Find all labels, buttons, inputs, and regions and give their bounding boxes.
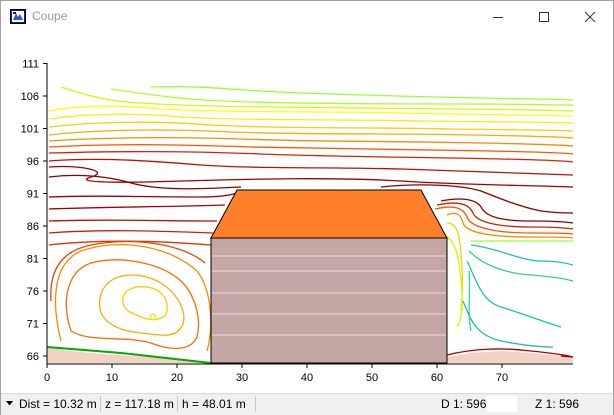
x-tick-label: 0 xyxy=(44,372,50,384)
y-tick-label: 111 xyxy=(22,59,39,71)
contour-line xyxy=(48,230,214,234)
maximize-icon xyxy=(539,11,549,22)
status-bar: Dist = 10.32 m z = 117.18 m h = 48.01 m … xyxy=(1,393,613,415)
contour-line xyxy=(446,212,573,239)
status-z-scale: Z 1: 596 xyxy=(535,397,580,411)
status-h: h = 48.01 m xyxy=(182,397,246,411)
contour-line xyxy=(468,250,573,282)
contour-line xyxy=(48,144,573,155)
y-tick-label: 71 xyxy=(27,319,39,331)
window-title: Coupe xyxy=(32,9,68,23)
close-button[interactable] xyxy=(567,1,613,32)
status-d-scale: D 1: 596 xyxy=(441,397,487,411)
contour-line xyxy=(48,129,573,139)
close-icon xyxy=(584,11,596,22)
x-tick-label: 60 xyxy=(431,372,443,384)
status-separator xyxy=(255,396,256,412)
y-tick-label: 101 xyxy=(21,124,39,136)
floor-lines xyxy=(212,255,446,336)
contour-line xyxy=(48,113,573,124)
y-tick-label: 106 xyxy=(21,91,39,103)
d-scale-field[interactable] xyxy=(487,396,517,412)
coupe-app-icon xyxy=(10,9,26,24)
ground-right xyxy=(447,351,573,363)
x-tick-label: 30 xyxy=(236,372,248,384)
maximize-button[interactable] xyxy=(521,1,567,32)
contour-line xyxy=(65,259,200,349)
x-tick-label: 50 xyxy=(366,372,378,384)
contour-line xyxy=(48,137,573,147)
section-plot-area[interactable]: 66 71 76 81 86 91 96 101 106 111 0 10 20 30 40 50 60 70 xyxy=(1,32,613,390)
status-z: z = 117.18 m xyxy=(105,397,174,411)
title-bar[interactable]: Coupe xyxy=(1,1,613,32)
y-tick-label: 91 xyxy=(27,189,39,201)
contour-line xyxy=(462,300,554,348)
contour-line xyxy=(470,244,573,266)
contour-line xyxy=(48,219,218,222)
contour-line xyxy=(48,105,573,117)
contour-line xyxy=(150,85,573,101)
contour-line xyxy=(48,158,573,176)
x-tick-label: 70 xyxy=(496,372,508,384)
x-tick-label: 40 xyxy=(301,372,313,384)
y-tick-label: 86 xyxy=(27,221,39,233)
contour-line xyxy=(560,355,573,358)
y-tick-label: 76 xyxy=(27,286,39,298)
x-tick-label: 10 xyxy=(106,372,118,384)
contour-line xyxy=(48,121,573,132)
section-chart[interactable]: 66 71 76 81 86 91 96 101 106 111 0 10 20 30 40 50 60 70 xyxy=(1,32,613,390)
status-dist: Dist = 10.32 m xyxy=(19,397,97,411)
contour-line xyxy=(48,204,226,210)
contour-line xyxy=(48,192,238,198)
x-tick-label: 20 xyxy=(171,372,183,384)
minimize-icon xyxy=(493,16,503,18)
contour-line xyxy=(60,86,573,112)
y-tick-label: 66 xyxy=(27,351,39,363)
contour-line xyxy=(50,240,206,302)
contour-line xyxy=(446,236,463,328)
contour-line xyxy=(149,313,157,321)
minimize-button[interactable] xyxy=(475,1,521,32)
contour-line xyxy=(468,270,472,332)
dropdown-arrow-icon[interactable] xyxy=(6,401,13,406)
contour-line xyxy=(122,285,168,321)
y-tick-label: 96 xyxy=(27,156,39,168)
contour-line xyxy=(110,88,573,106)
contour-line xyxy=(446,348,573,358)
contour-line xyxy=(434,206,573,235)
contour-line xyxy=(48,150,573,163)
building-wall xyxy=(210,237,448,364)
building-section[interactable] xyxy=(210,189,448,364)
contour-line xyxy=(54,243,212,352)
building-roof xyxy=(210,189,448,239)
contour-line xyxy=(466,260,562,328)
status-separator xyxy=(100,396,101,412)
terrain-line xyxy=(46,346,212,364)
contour-line xyxy=(380,184,573,214)
contour-line xyxy=(99,274,185,336)
y-tick-label: 81 xyxy=(27,254,39,266)
status-separator xyxy=(177,396,178,412)
contour-line xyxy=(48,174,242,190)
contour-line xyxy=(436,202,573,230)
contour-line xyxy=(48,165,573,188)
contour-line xyxy=(440,198,573,224)
